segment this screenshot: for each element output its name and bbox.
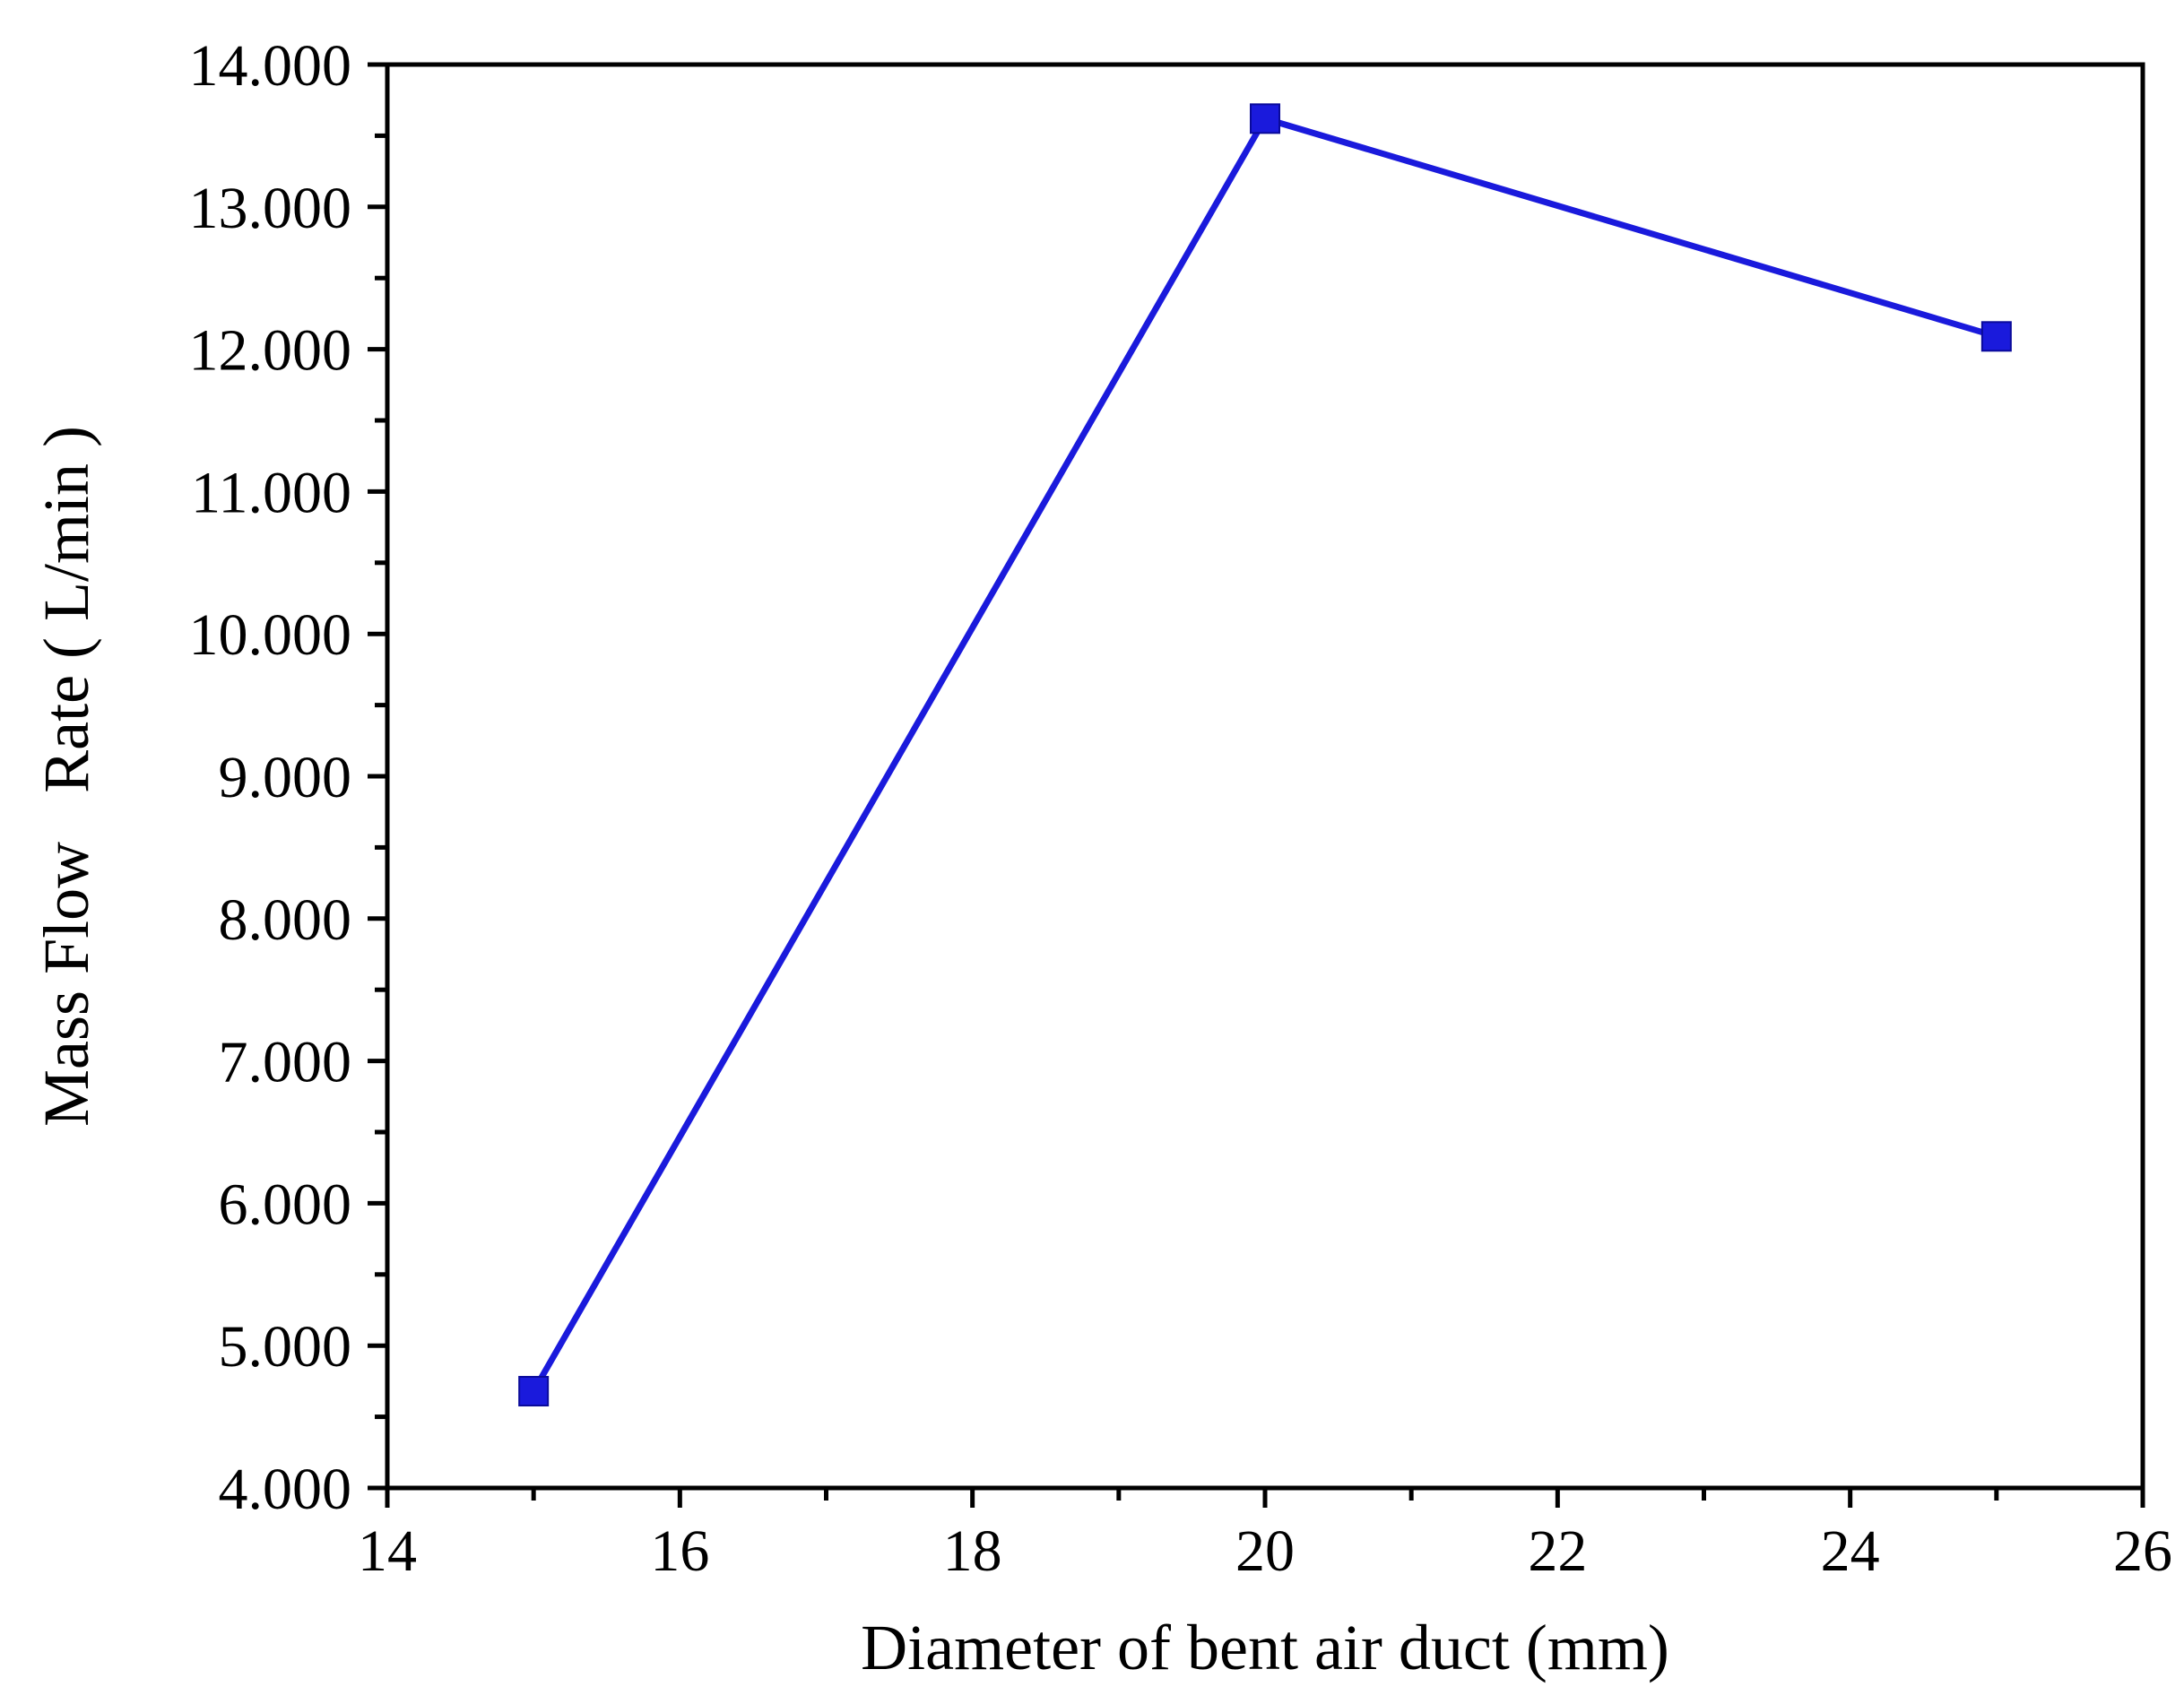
y-tick-label: 7.000 xyxy=(219,1030,352,1095)
x-tick-label: 14 xyxy=(358,1518,417,1584)
y-tick-label: 6.000 xyxy=(219,1172,352,1237)
x-axis-ticks: 14 16 18 20 22 24 26 xyxy=(358,1488,2172,1584)
y-tick-label: 14.000 xyxy=(189,33,352,99)
y-tick-label: 4.000 xyxy=(219,1457,352,1522)
series-line xyxy=(531,115,1998,1393)
y-tick-label: 12.000 xyxy=(189,318,352,384)
x-axis-title: Diameter of bent air duct (mm) xyxy=(861,1612,1669,1683)
x-tick-label: 16 xyxy=(650,1518,709,1584)
y-tick-label: 5.000 xyxy=(219,1314,352,1380)
y-axis-title: Mass Flow Rate ( L/min ) xyxy=(30,426,102,1127)
data-point-marker xyxy=(1980,321,2012,352)
x-tick-label: 22 xyxy=(1528,1518,1587,1584)
y-tick-label: 13.000 xyxy=(189,176,352,241)
y-tick-label: 8.000 xyxy=(219,887,352,953)
y-tick-label: 11.000 xyxy=(191,460,351,525)
y-tick-label: 9.000 xyxy=(219,745,352,810)
x-tick-label: 24 xyxy=(1821,1518,1880,1584)
data-point-marker xyxy=(1250,103,1280,134)
data-point-marker xyxy=(518,1376,550,1407)
plot-frame xyxy=(385,62,2145,1491)
x-tick-label: 18 xyxy=(943,1518,1002,1584)
y-axis-ticks: 4.000 5.000 6.000 7.000 8.000 9.000 10.000 11.0… xyxy=(189,33,387,1522)
series-layer xyxy=(518,103,2012,1407)
x-tick-label: 20 xyxy=(1235,1518,1295,1584)
y-tick-label: 10.000 xyxy=(189,602,352,668)
x-tick-label: 26 xyxy=(2113,1518,2172,1584)
